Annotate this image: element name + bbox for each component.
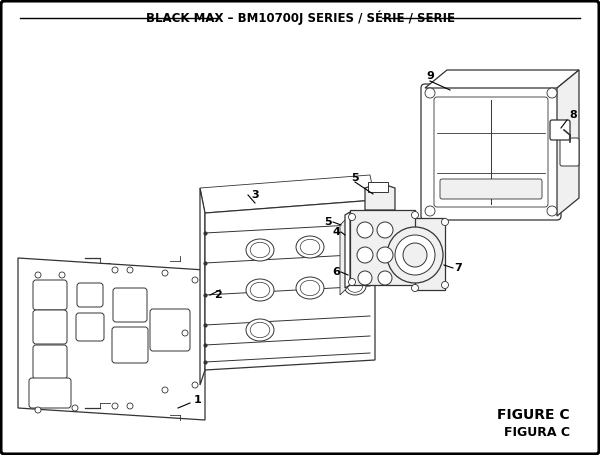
Polygon shape [200,188,205,385]
Ellipse shape [296,277,324,299]
FancyBboxPatch shape [29,378,71,408]
Circle shape [403,243,427,267]
Circle shape [412,212,419,218]
Circle shape [192,382,198,388]
Circle shape [357,247,373,263]
FancyBboxPatch shape [33,310,67,344]
FancyBboxPatch shape [350,210,415,285]
Circle shape [112,403,118,409]
Polygon shape [557,70,579,216]
Polygon shape [365,183,395,210]
FancyBboxPatch shape [368,182,388,192]
Polygon shape [18,258,205,420]
Text: 3: 3 [251,190,259,200]
Ellipse shape [246,319,274,341]
Text: 1: 1 [194,395,202,405]
Circle shape [162,270,168,276]
Polygon shape [200,175,375,213]
FancyBboxPatch shape [33,280,67,310]
Circle shape [35,407,41,413]
FancyBboxPatch shape [76,313,104,341]
Text: 5: 5 [351,173,359,183]
FancyBboxPatch shape [550,120,570,140]
Circle shape [59,272,65,278]
Ellipse shape [347,239,363,251]
Circle shape [112,267,118,273]
Circle shape [442,282,449,288]
Circle shape [425,88,435,98]
Circle shape [357,222,373,238]
Circle shape [72,405,78,411]
FancyBboxPatch shape [421,84,561,220]
Polygon shape [340,215,350,295]
Ellipse shape [344,277,366,295]
Circle shape [425,206,435,216]
Ellipse shape [296,236,324,258]
Circle shape [442,218,449,226]
Circle shape [378,271,392,285]
Text: 8: 8 [569,110,577,120]
Text: 2: 2 [214,290,222,300]
Ellipse shape [347,280,363,292]
Circle shape [358,271,372,285]
Circle shape [162,387,168,393]
Circle shape [182,330,188,336]
FancyBboxPatch shape [434,97,548,207]
Circle shape [387,227,443,283]
Text: 5: 5 [324,217,332,227]
Circle shape [35,272,41,278]
FancyBboxPatch shape [413,218,445,290]
Polygon shape [345,212,350,288]
Polygon shape [425,70,579,88]
FancyBboxPatch shape [113,288,147,322]
Circle shape [192,277,198,283]
Ellipse shape [250,243,270,258]
Circle shape [349,213,355,221]
Text: 7: 7 [454,263,462,273]
FancyBboxPatch shape [33,345,67,379]
Circle shape [547,206,557,216]
Circle shape [412,284,419,292]
FancyBboxPatch shape [440,179,542,199]
Ellipse shape [250,282,270,298]
Text: 9: 9 [426,71,434,81]
FancyBboxPatch shape [112,327,148,363]
Circle shape [377,247,393,263]
Circle shape [395,235,435,275]
Ellipse shape [344,236,366,254]
Circle shape [349,278,355,285]
Ellipse shape [246,279,274,301]
Circle shape [377,222,393,238]
Ellipse shape [250,322,270,338]
FancyBboxPatch shape [77,283,103,307]
Text: BLACK MAX – BM10700J SERIES / SÉRIE / SERIE: BLACK MAX – BM10700J SERIES / SÉRIE / SE… [146,11,455,25]
Circle shape [127,403,133,409]
FancyBboxPatch shape [560,138,579,166]
Circle shape [127,267,133,273]
Polygon shape [205,200,375,370]
FancyBboxPatch shape [150,309,190,351]
Ellipse shape [246,239,274,261]
Ellipse shape [300,280,320,296]
Circle shape [547,88,557,98]
Text: 4: 4 [332,227,340,237]
Text: 6: 6 [332,267,340,277]
Text: FIGURE C: FIGURE C [497,408,570,422]
Ellipse shape [300,239,320,255]
Text: FIGURA C: FIGURA C [504,425,570,439]
